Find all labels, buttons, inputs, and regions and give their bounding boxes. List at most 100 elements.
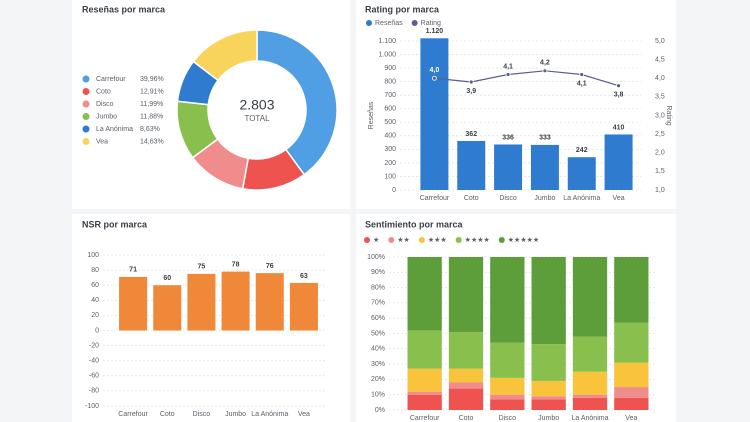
bar: [490, 394, 525, 400]
line-point: [616, 83, 621, 89]
bar: [530, 144, 559, 190]
bar: [457, 140, 486, 190]
line-point: [579, 72, 585, 77]
y-tick-label: 1.100: [378, 38, 396, 45]
y-tick-label: 200: [384, 160, 396, 167]
bar: [572, 336, 608, 372]
y-tick-label: 60%: [371, 315, 385, 322]
legend-swatch: [82, 113, 90, 120]
legend-label: Disco: [96, 101, 114, 108]
bar: [490, 342, 525, 378]
chart-title: Rating por marca: [365, 4, 440, 14]
bar: [604, 134, 633, 190]
total-label: TOTAL: [244, 114, 270, 123]
y2-tick-label: 1,5: [655, 168, 665, 175]
bar: [531, 257, 566, 345]
chart-title: NSR por marca: [82, 219, 148, 229]
y-tick-label: -60: [89, 373, 99, 380]
bar: [490, 399, 525, 410]
bar: [448, 388, 484, 410]
y-tick-label: -100: [85, 403, 99, 410]
y2-tick-label: 4,0: [655, 75, 665, 82]
data-label: 1.120: [426, 28, 444, 35]
bar: [407, 368, 442, 392]
bar: [407, 394, 442, 410]
legend-swatch: [455, 237, 462, 243]
y2-tick-label: 3,5: [655, 94, 665, 101]
y-tick-label: 700: [384, 92, 396, 99]
legend-label: Jumbo: [96, 113, 117, 120]
x-tick-label: Carrefour: [118, 411, 148, 418]
legend-label: Rating: [421, 20, 441, 27]
bar: [614, 387, 649, 398]
y-tick-label: 100%: [367, 254, 385, 261]
bar: [614, 257, 649, 323]
legend-label: ★★★★★: [508, 236, 539, 244]
legend-swatch: [82, 125, 90, 133]
legend-swatch: [82, 88, 90, 95]
data-label: 3,8: [614, 92, 624, 99]
legend-value: 39,96%: [140, 76, 164, 83]
legend-label: La Anónima: [96, 126, 133, 133]
y-tick-label: 0: [95, 327, 99, 334]
legend-swatch: [498, 237, 505, 243]
x-tick-label: Carrefour: [410, 415, 440, 422]
y-tick-label: 20: [91, 312, 99, 319]
bar: [407, 257, 442, 331]
x-tick-label: Coto: [464, 195, 479, 202]
y-tick-label: 20%: [371, 376, 385, 383]
data-label: 63: [300, 273, 308, 280]
y-tick-label: 0%: [375, 407, 385, 414]
y-axis-title: Reseñas: [368, 101, 375, 129]
y-tick-label: 60: [91, 282, 99, 289]
y-tick-label: 500: [384, 119, 396, 126]
legend-label: ★★★★: [465, 236, 490, 244]
y-tick-label: 400: [384, 133, 396, 140]
x-tick-label: Carrefour: [420, 195, 450, 202]
legend-value: 11,88%: [140, 113, 163, 120]
data-label: 4,2: [540, 60, 550, 67]
data-label: 78: [232, 261, 240, 268]
legend-swatch: [411, 20, 418, 26]
y-tick-label: -40: [89, 358, 99, 365]
legend-swatch: [366, 20, 372, 26]
bar: [255, 273, 284, 331]
y-tick-label: 300: [384, 146, 396, 153]
bar: [153, 285, 182, 331]
y-tick-label: 1.000: [378, 51, 396, 58]
bar: [614, 362, 649, 388]
data-label: 242: [576, 147, 588, 154]
y-tick-label: 600: [384, 106, 396, 113]
legend-swatch: [82, 100, 90, 108]
y-tick-label: 30%: [371, 361, 385, 368]
data-label: 71: [129, 267, 137, 274]
bar: [490, 257, 525, 343]
bar: [221, 271, 250, 331]
x-tick-label: Coto: [160, 411, 175, 418]
line-point: [468, 79, 474, 85]
y-tick-label: 100: [384, 173, 396, 180]
bar: [494, 144, 523, 190]
x-tick-label: Disco: [193, 411, 211, 418]
legend-swatch: [82, 138, 90, 145]
y-tick-label: 10%: [371, 392, 385, 399]
y-tick-label: 90%: [371, 269, 385, 276]
bar: [531, 396, 566, 400]
data-label: 410: [613, 124, 625, 131]
y-tick-label: 900: [384, 65, 396, 72]
y-tick-label: -80: [89, 388, 99, 395]
bar: [572, 394, 608, 398]
bar: [448, 257, 484, 332]
bar: [567, 157, 596, 190]
total-value: 2.803: [239, 97, 274, 113]
x-tick-label: Disco: [499, 415, 517, 422]
bar: [572, 257, 608, 337]
donut-slice: [256, 29, 338, 176]
data-label: 362: [465, 131, 477, 138]
legend-swatch: [388, 237, 395, 243]
y-tick-label: 70%: [371, 300, 385, 307]
x-tick-label: Vea: [613, 195, 625, 202]
legend-label: ★★★: [428, 236, 447, 244]
y2-tick-label: 1,0: [655, 187, 665, 194]
